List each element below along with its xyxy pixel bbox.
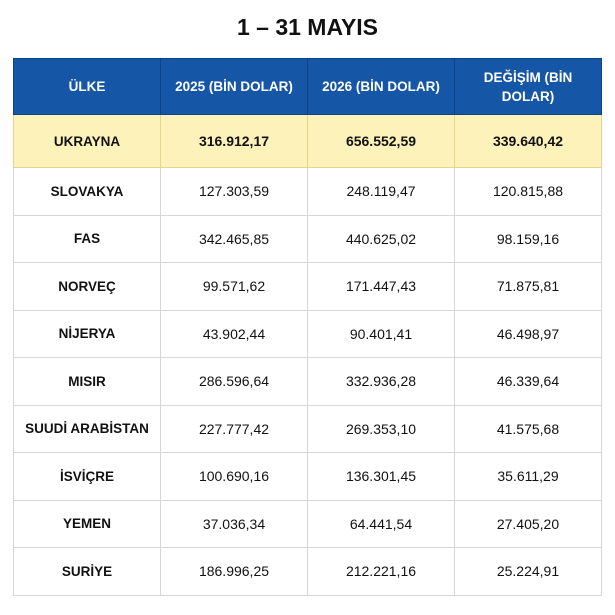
value-cell: 100.690,16 [160,452,308,501]
row: İSVİÇRE 100.690,16 136.301,45 35.611,29 [13,452,602,501]
header-cell: DEĞİŞİM (BİN DOLAR) [454,58,602,115]
value-cell: 71.875,81 [454,262,602,311]
header-cell: ÜLKE [13,58,161,115]
row: SLOVAKYA 127.303,59 248.119,47 120.815,88 [13,167,602,216]
title: 1 – 31 MAYIS [236,14,379,40]
value-cell: 186.996,25 [160,547,308,596]
country-cell: UKRAYNA [13,114,161,168]
value-cell: 656.552,59 [307,114,455,168]
value-cell: 37.036,34 [160,499,308,548]
value-cell: 342.465,85 [160,214,308,263]
value-cell: 227.777,42 [160,404,308,453]
value-cell: 212.221,16 [307,547,455,596]
value-cell: 127.303,59 [160,167,308,216]
row: SUUDİ ARABİSTAN 227.777,42 269.353,10 41.57… [13,404,602,453]
value-cell: 43.902,44 [160,309,308,358]
country-cell: SURİYE [13,547,161,596]
highlight-row: UKRAYNA 316.912,17 656.552,59 339.640,42 [13,114,602,168]
row: NORVEÇ 99.571,62 171.447,43 71.875,81 [13,262,602,311]
value-cell: 27.405,20 [454,499,602,548]
value-cell: 286.596,64 [160,357,308,406]
country-cell: SUUDİ ARABİSTAN [13,404,161,453]
value-cell: 332.936,28 [307,357,455,406]
row: SURİYE 186.996,25 212.221,16 25.224,91 [13,547,602,596]
value-cell: 46.498,97 [454,309,602,358]
value-cell: 25.224,91 [454,547,602,596]
value-cell: 171.447,43 [307,262,455,311]
row: NİJERYA 43.902,44 90.401,41 46.498,97 [13,309,602,358]
value-cell: 46.339,64 [454,357,602,406]
header-cell: 2026 (BİN DOLAR) [307,58,455,115]
value-cell: 90.401,41 [307,309,455,358]
value-cell: 316.912,17 [160,114,308,168]
country-cell: FAS [13,214,161,263]
header-row: ÜLKE 2025 (BİN DOLAR) 2026 (BİN DOLAR) DEĞİ… [13,58,602,115]
row: YEMEN 37.036,34 64.441,54 27.405,20 [13,499,602,548]
value-cell: 41.575,68 [454,404,602,453]
value-cell: 64.441,54 [307,499,455,548]
value-cell: 99.571,62 [160,262,308,311]
row: FAS 342.465,85 440.625,02 98.159,16 [13,214,602,263]
table-body: UKRAYNA 316.912,17 656.552,59 339.640,42 SLO… [13,114,602,596]
country-cell: İSVİÇRE [13,452,161,501]
country-cell: MISIR [13,357,161,406]
value-cell: 269.353,10 [307,404,455,453]
header-cell: 2025 (BİN DOLAR) [160,58,308,115]
value-cell: 248.119,47 [307,167,455,216]
value-cell: 136.301,45 [307,452,455,501]
table: ÜLKE 2025 (BİN DOLAR) 2026 (BİN DOLAR) DEĞİ… [13,58,602,596]
value-cell: 440.625,02 [307,214,455,263]
value-cell: 98.159,16 [454,214,602,263]
row: MISIR 286.596,64 332.936,28 46.339,64 [13,357,602,406]
value-cell: 35.611,29 [454,452,602,501]
country-cell: NİJERYA [13,309,161,358]
country-cell: SLOVAKYA [13,167,161,216]
value-cell: 120.815,88 [454,167,602,216]
country-cell: NORVEÇ [13,262,161,311]
value-cell: 339.640,42 [454,114,602,168]
country-cell: YEMEN [13,499,161,548]
